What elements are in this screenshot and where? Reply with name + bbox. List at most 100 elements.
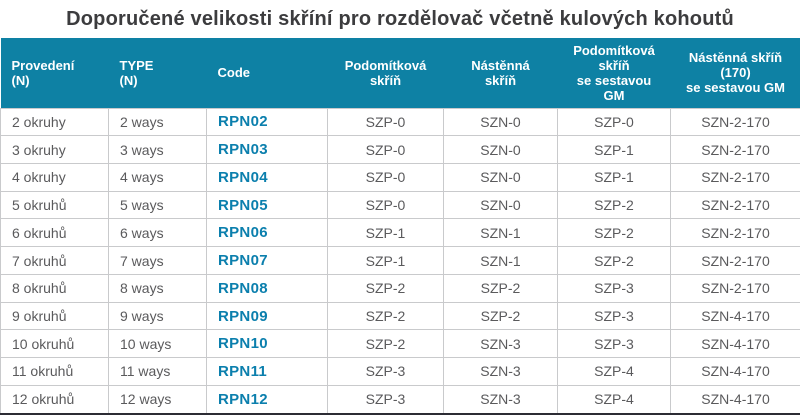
col-header-provedeni: Provedení (N) [0,38,109,108]
cell-provedeni: 8 okruhů [0,273,109,303]
cell-code: RPN02 [206,107,328,137]
cell-nastenna-170-gm: SZN-2-170 [670,135,800,164]
cell-podomitkova-gm: SZP-4 [557,357,671,386]
cell-podomitkova: SZP-2 [327,301,444,331]
table-row: 6 okruhů 6 ways RPN06 SZP-1 SZN-1 SZP-2 SZN-2-… [0,218,800,248]
cell-code: RPN11 [206,357,328,386]
cell-podomitkova: SZP-3 [327,357,444,386]
cell-nastenna-170-gm: SZN-4-170 [670,357,800,386]
cell-type: 11 ways [108,357,207,386]
col-header-type: TYPE (N) [108,38,207,108]
cell-provedeni: 10 okruhů [0,329,109,359]
cell-code: RPN06 [206,218,328,248]
cell-nastenna: SZN-0 [443,135,558,164]
cell-provedeni: 11 okruhů [0,357,109,386]
cell-podomitkova-gm: SZP-1 [557,162,671,192]
page-title: Doporučené velikosti skříní pro rozdělov… [66,7,734,30]
col-header-podomitkova-gm: Podomítková skříň se sestavou GM [557,38,671,108]
cell-nastenna: SZN-0 [443,190,558,220]
col-header-nastenna: Nástěnná skříň [443,38,558,108]
table-row: 11 okruhů 11 ways RPN11 SZP-3 SZN-3 SZP-4 SZN-… [0,357,800,386]
cell-podomitkova-gm: SZP-3 [557,301,671,331]
cell-nastenna-170-gm: SZN-2-170 [670,273,800,303]
cell-type: 12 ways [108,384,207,415]
cell-nastenna: SZN-3 [443,329,558,359]
cell-type: 10 ways [108,329,207,359]
cell-code: RPN12 [206,384,328,415]
table-header: Provedení (N) TYPE (N) Code Podomítková skř… [0,38,800,108]
cell-podomitkova: SZP-2 [327,329,444,359]
cell-nastenna-170-gm: SZN-4-170 [670,301,800,331]
cell-nastenna: SZN-0 [443,107,558,137]
cell-nastenna-170-gm: SZN-2-170 [670,218,800,248]
cell-nastenna-170-gm: SZN-2-170 [670,190,800,220]
cell-type: 6 ways [108,218,207,248]
cell-nastenna: SZN-3 [443,357,558,386]
cell-provedeni: 12 okruhů [0,384,109,415]
cell-podomitkova: SZP-0 [327,135,444,164]
table-row: 3 okruhy 3 ways RPN03 SZP-0 SZN-0 SZP-1 SZN-2-… [0,135,800,164]
col-header-podomitkova: Podomítková skříň [327,38,444,108]
cell-podomitkova: SZP-2 [327,273,444,303]
table-row: 9 okruhů 9 ways RPN09 SZP-2 SZP-2 SZP-3 SZN-4-… [0,301,800,331]
cell-type: 3 ways [108,135,207,164]
cell-nastenna: SZN-1 [443,246,558,275]
cabinet-size-table: Provedení (N) TYPE (N) Code Podomítková skř… [0,38,800,415]
cell-podomitkova: SZP-0 [327,107,444,137]
cell-code: RPN08 [206,273,328,303]
cell-podomitkova: SZP-1 [327,218,444,248]
cell-provedeni: 5 okruhů [0,190,109,220]
table-body: 2 okruhy 2 ways RPN02 SZP-0 SZN-0 SZP-0 SZN-2-… [0,107,800,415]
cell-code: RPN07 [206,246,328,275]
cell-nastenna-170-gm: SZN-2-170 [670,107,800,137]
cell-type: 5 ways [108,190,207,220]
cell-podomitkova: SZP-3 [327,384,444,415]
table-row: 7 okruhů 7 ways RPN07 SZP-1 SZN-1 SZP-2 SZN-2-… [0,246,800,275]
cell-type: 7 ways [108,246,207,275]
cell-provedeni: 9 okruhů [0,301,109,331]
cell-podomitkova-gm: SZP-2 [557,246,671,275]
table-row: 12 okruhů 12 ways RPN12 SZP-3 SZN-3 SZP-4 SZN-… [0,384,800,415]
cell-podomitkova-gm: SZP-0 [557,107,671,137]
cell-nastenna: SZN-3 [443,384,558,415]
cell-code: RPN04 [206,162,328,192]
cell-nastenna-170-gm: SZN-2-170 [670,246,800,275]
table-row: 10 okruhů 10 ways RPN10 SZP-2 SZN-3 SZP-3 SZN-… [0,329,800,359]
cell-type: 8 ways [108,273,207,303]
cell-podomitkova-gm: SZP-3 [557,329,671,359]
cell-provedeni: 2 okruhy [0,107,109,137]
cell-podomitkova: SZP-0 [327,162,444,192]
cell-code: RPN03 [206,135,328,164]
cell-podomitkova-gm: SZP-4 [557,384,671,415]
cell-provedeni: 7 okruhů [0,246,109,275]
cell-nastenna-170-gm: SZN-2-170 [670,162,800,192]
col-header-code: Code [206,38,328,108]
cell-nastenna: SZP-2 [443,301,558,331]
cell-code: RPN05 [206,190,328,220]
header-row: Provedení (N) TYPE (N) Code Podomítková skř… [0,38,800,108]
cell-nastenna-170-gm: SZN-4-170 [670,384,800,415]
cell-type: 9 ways [108,301,207,331]
table-row: 5 okruhů 5 ways RPN05 SZP-0 SZN-0 SZP-2 SZN-2-… [0,190,800,220]
table-row: 2 okruhy 2 ways RPN02 SZP-0 SZN-0 SZP-0 SZN-2-… [0,107,800,137]
cell-provedeni: 4 okruhy [0,162,109,192]
cell-podomitkova-gm: SZP-2 [557,218,671,248]
cell-podomitkova-gm: SZP-2 [557,190,671,220]
cell-nastenna: SZN-0 [443,162,558,192]
cell-nastenna: SZP-2 [443,273,558,303]
cell-type: 2 ways [108,107,207,137]
cell-provedeni: 3 okruhy [0,135,109,164]
cell-nastenna-170-gm: SZN-4-170 [670,329,800,359]
cell-podomitkova-gm: SZP-3 [557,273,671,303]
cell-podomitkova: SZP-0 [327,190,444,220]
table-row: 4 okruhy 4 ways RPN04 SZP-0 SZN-0 SZP-1 SZN-2-… [0,162,800,192]
cell-nastenna: SZN-1 [443,218,558,248]
cell-provedeni: 6 okruhů [0,218,109,248]
cell-podomitkova: SZP-1 [327,246,444,275]
cell-podomitkova-gm: SZP-1 [557,135,671,164]
col-header-nastenna-170-gm: Nástěnná skříň (170) se sestavou GM [670,38,800,108]
cell-type: 4 ways [108,162,207,192]
cell-code: RPN10 [206,329,328,359]
table-row: 8 okruhů 8 ways RPN08 SZP-2 SZP-2 SZP-3 SZN-2-… [0,273,800,303]
